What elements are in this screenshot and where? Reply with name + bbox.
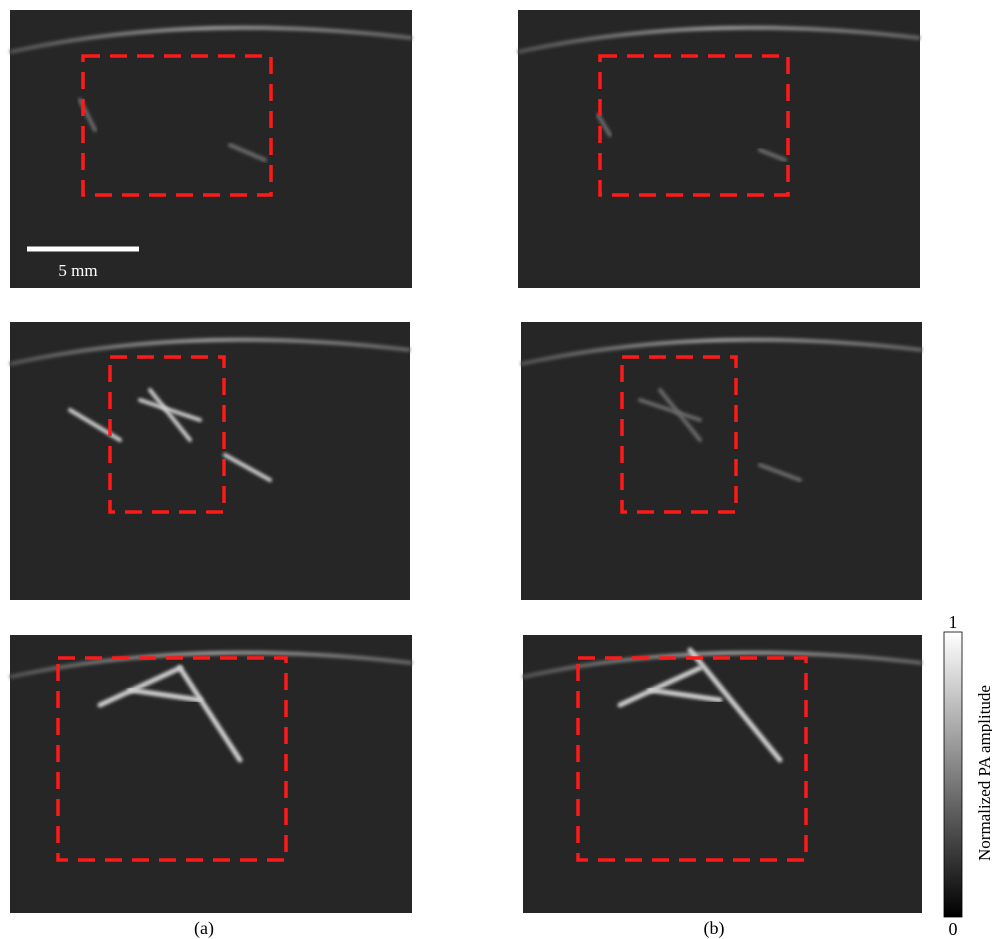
scale-bar-label: 5 mm bbox=[58, 261, 97, 280]
colorbar-label: Normalized PA amplitude bbox=[975, 685, 992, 861]
image-panel bbox=[521, 322, 922, 600]
figure: 5 mm 1 0 Normalized PA amplitude (a) (b) bbox=[0, 0, 992, 939]
image-panel bbox=[10, 635, 412, 913]
image-panel bbox=[10, 322, 410, 600]
colorbar-max: 1 bbox=[949, 612, 958, 632]
image-panel bbox=[523, 635, 922, 913]
caption: (b) bbox=[704, 918, 725, 939]
image-panel bbox=[10, 10, 412, 288]
colorbar-min: 0 bbox=[949, 919, 958, 939]
image-panel bbox=[518, 10, 920, 288]
colorbar bbox=[944, 632, 962, 917]
image-panels bbox=[10, 10, 922, 913]
caption: (a) bbox=[194, 918, 214, 939]
page: {"scale_bar": {"label": "5 mm"}, "colorb… bbox=[0, 0, 992, 939]
